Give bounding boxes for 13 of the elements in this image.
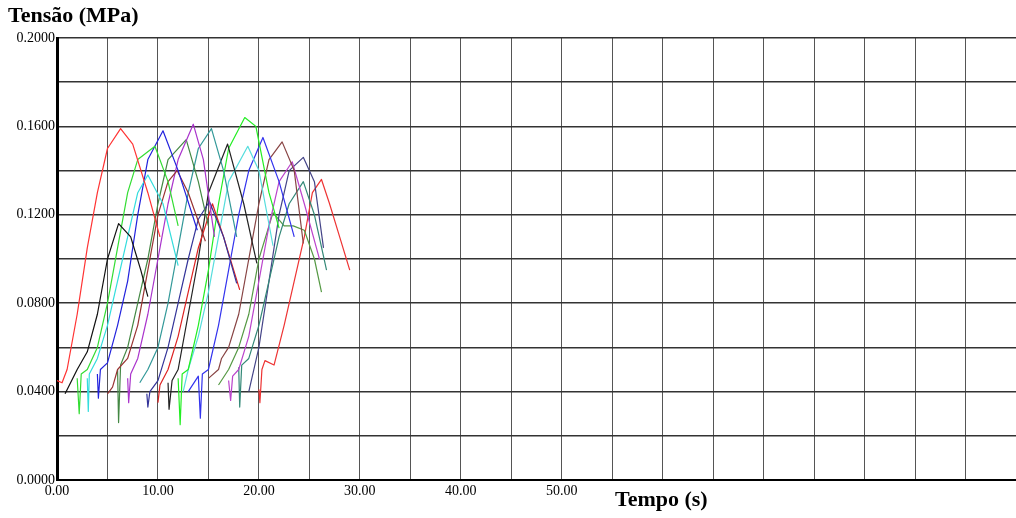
y-tick-label: 0.0800	[16, 294, 55, 310]
y-tick-label: 0.0400	[16, 383, 55, 399]
y-tick-label: 0.2000	[16, 29, 55, 45]
x-tick-label: 20.00	[243, 483, 275, 499]
x-tick-label: 40.00	[445, 483, 477, 499]
x-tick-label: 50.00	[545, 483, 578, 499]
x-tick-label: 10.00	[142, 483, 174, 499]
x-tick-label: 30.00	[344, 483, 376, 499]
y-tick-label: 0.1200	[16, 206, 55, 222]
x-axis-title: Tempo (s)	[615, 486, 708, 512]
x-tick-label: 0.00	[44, 483, 70, 499]
y-tick-label: 0.1600	[16, 118, 55, 134]
y-axis-title: Tensão (MPa)	[8, 2, 139, 28]
